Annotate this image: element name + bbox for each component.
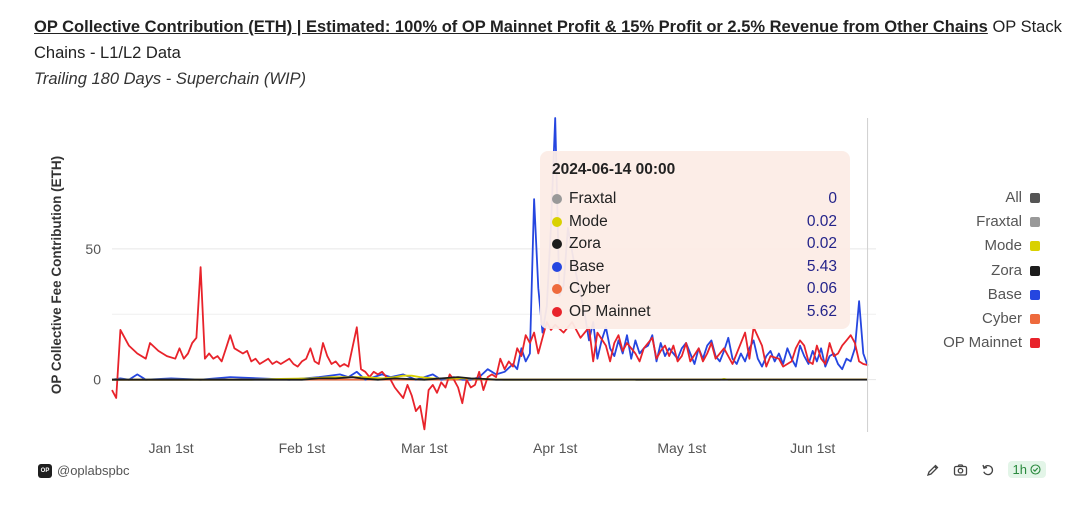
- legend-item-fraxtal[interactable]: Fraxtal: [943, 210, 1040, 234]
- legend-swatch: [1030, 289, 1040, 300]
- chart-title-suffix: OP Stack Chains - L1/L2 Data: [34, 18, 1062, 62]
- check-circle-icon: [1030, 464, 1041, 475]
- series-dot-icon: [552, 306, 562, 317]
- tooltip-series-value: 0.02: [806, 212, 837, 230]
- legend-swatch: [1030, 217, 1040, 228]
- series-line-base[interactable]: [111, 117, 869, 381]
- y-axis-title: OP Collective Fee Contribution (ETH): [49, 156, 64, 394]
- legend-item-base[interactable]: Base: [943, 283, 1040, 307]
- legend-label: Mode: [984, 237, 1022, 255]
- refresh-interval-label: 1h: [1012, 462, 1027, 477]
- author-handle: @oplabspbc: [57, 463, 130, 478]
- tooltip-row: Cyber 0.06: [552, 278, 838, 301]
- x-tick-label: Apr 1st: [533, 440, 577, 456]
- tooltip-series-name: Cyber: [569, 280, 611, 298]
- tooltip-row: Base 5.43: [552, 256, 838, 279]
- tooltip-series-name: OP Mainnet: [569, 302, 651, 320]
- chart-header: OP Collective Contribution (ETH) | Estim…: [34, 14, 1064, 92]
- legend-label: OP Mainnet: [943, 334, 1022, 352]
- y-tick-label: 0: [93, 372, 101, 388]
- legend-swatch: [1030, 265, 1040, 276]
- tooltip-series-name: Fraxtal: [569, 190, 617, 208]
- series-line-zora[interactable]: [112, 376, 868, 381]
- legend-swatch: [1030, 314, 1040, 325]
- legend-item-mode[interactable]: Mode: [943, 234, 1040, 258]
- legend-item-zora[interactable]: Zora: [943, 259, 1040, 283]
- y-tick-label: 50: [85, 241, 101, 257]
- tooltip-series-value: 0: [828, 190, 837, 208]
- legend-label: Cyber: [981, 310, 1022, 328]
- tooltip-series-name: Zora: [569, 235, 601, 253]
- chart-subtitle: Trailing 180 Days - Superchain (WIP): [34, 70, 307, 88]
- chart-title[interactable]: OP Collective Contribution (ETH) | Estim…: [34, 18, 988, 36]
- series-dot-icon: [552, 194, 562, 205]
- legend-item-op-mainnet[interactable]: OP Mainnet: [943, 331, 1040, 355]
- legend-label: Base: [987, 285, 1022, 303]
- legend-item-all[interactable]: All: [943, 186, 1040, 210]
- tooltip-series-value: 0.02: [806, 235, 837, 253]
- legend-swatch: [1030, 338, 1040, 349]
- x-tick-label: Jun 1st: [790, 440, 835, 456]
- tooltip-series-value: 5.62: [806, 302, 837, 320]
- tooltip-row: Fraxtal 0: [552, 188, 838, 211]
- tooltip-series-name: Mode: [569, 212, 608, 230]
- series-dot-icon: [552, 284, 562, 295]
- legend-label: Zora: [991, 261, 1022, 279]
- series-dot-icon: [552, 239, 562, 250]
- refresh-icon[interactable]: [981, 463, 995, 477]
- x-tick-label: May 1st: [657, 440, 706, 456]
- legend-item-cyber[interactable]: Cyber: [943, 307, 1040, 331]
- series-dot-icon: [552, 216, 562, 227]
- hover-tooltip: 2024-06-14 00:00 Fraxtal 0 Mode 0.02 Zora 0.0…: [540, 151, 850, 329]
- x-tick-label: Jan 1st: [149, 440, 194, 456]
- tooltip-date: 2024-06-14 00:00: [552, 161, 676, 178]
- chart-legend: All Fraxtal Mode Zora Base Cyber OP Mainnet: [943, 186, 1040, 355]
- tooltip-series-name: Base: [569, 257, 605, 275]
- legend-label: All: [1005, 189, 1022, 207]
- author-attribution[interactable]: OP @oplabspbc: [38, 463, 129, 478]
- refresh-interval-badge[interactable]: 1h: [1007, 461, 1046, 478]
- tooltip-row: OP Mainnet 5.62: [552, 301, 838, 324]
- legend-swatch: [1030, 193, 1040, 204]
- tooltip-series-value: 5.43: [806, 257, 837, 275]
- camera-icon[interactable]: [953, 463, 968, 477]
- tooltip-series-value: 0.06: [806, 280, 837, 298]
- edit-pencil-icon[interactable]: [926, 463, 940, 477]
- legend-swatch: [1030, 241, 1040, 252]
- oplabs-logo-icon: OP: [38, 463, 52, 478]
- x-tick-label: Feb 1st: [279, 440, 326, 456]
- chart-actions: 1h: [926, 461, 1046, 478]
- x-tick-label: Mar 1st: [401, 440, 448, 456]
- tooltip-row: Zora 0.02: [552, 233, 838, 256]
- tooltip-row: Mode 0.02: [552, 211, 838, 234]
- legend-label: Fraxtal: [976, 213, 1022, 231]
- series-dot-icon: [552, 261, 562, 272]
